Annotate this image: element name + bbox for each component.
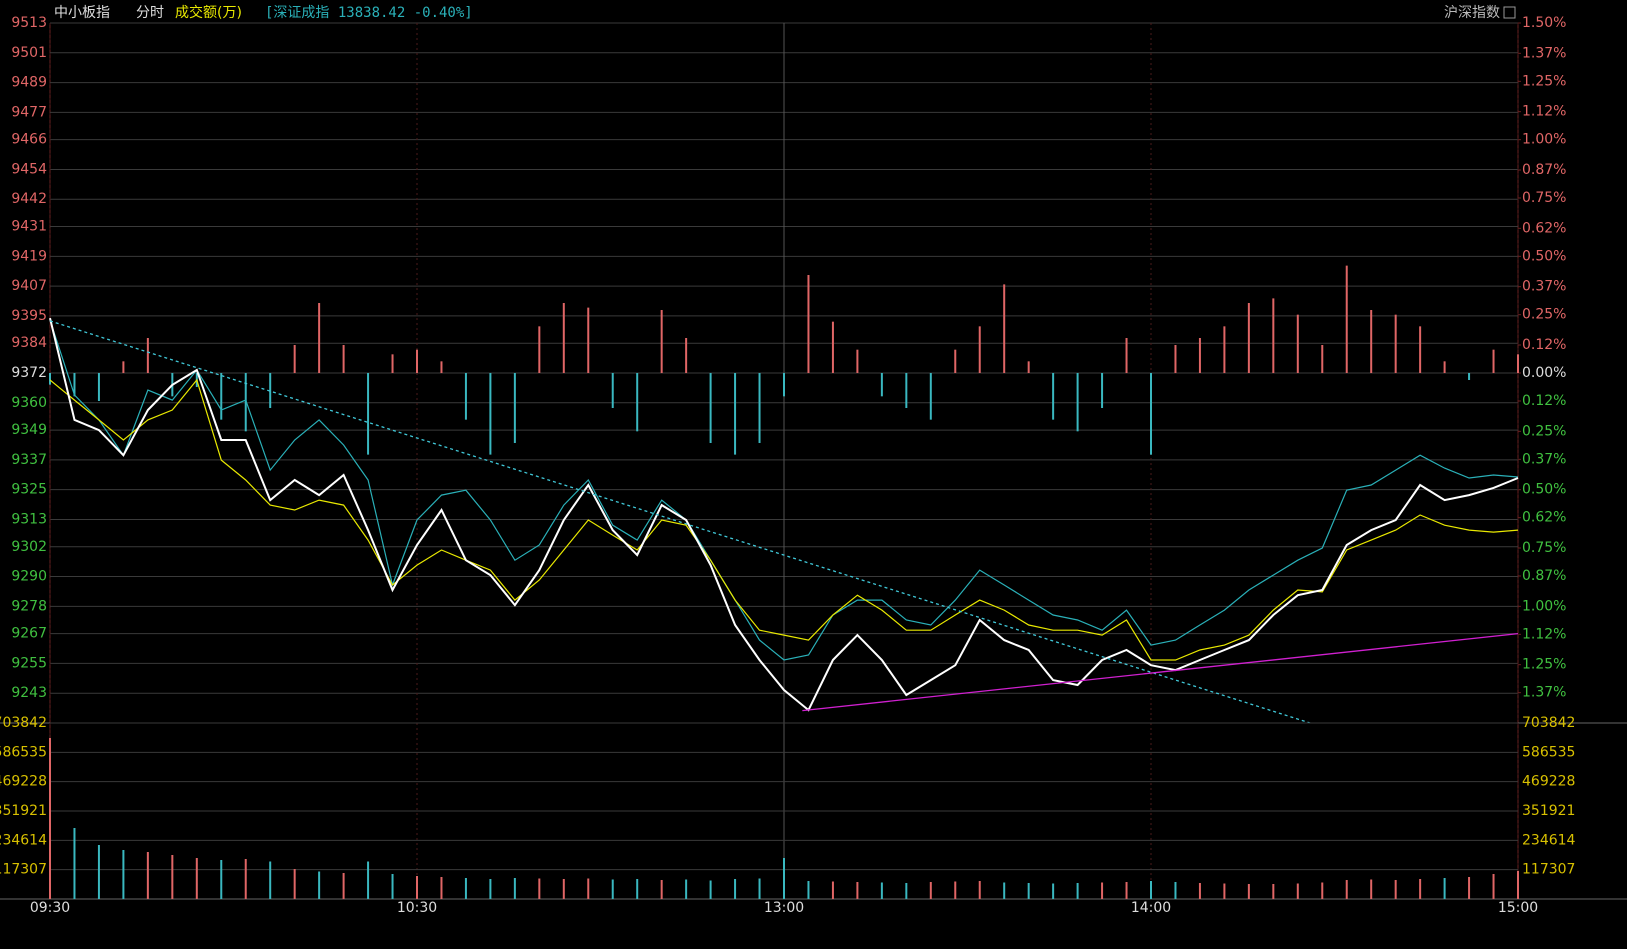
y2-tick-label: 0.87%	[1522, 162, 1566, 178]
y-tick-label: 9419	[11, 248, 47, 264]
volume-tick-label: 586535	[0, 744, 47, 760]
price-line	[49, 319, 1519, 661]
x-tick-label: 10:30	[397, 900, 437, 916]
y-tick-label: 9302	[11, 539, 47, 555]
y-tick-label: 9313	[11, 511, 47, 527]
y2-tick-label: 0.62%	[1522, 510, 1566, 526]
y2-tick-label: 1.12%	[1522, 104, 1566, 120]
index-name: 中小板指	[54, 5, 110, 21]
volume-tick-label: 117307	[0, 862, 47, 878]
x-tick-label: 15:00	[1498, 900, 1538, 916]
y-tick-label: 9360	[11, 395, 47, 411]
y-tick-label: 9337	[11, 452, 47, 468]
y2-tick-label: 0.37%	[1522, 279, 1566, 295]
y2-tick-label: 1.50%	[1522, 15, 1566, 31]
y2-tick-label: 0.37%	[1522, 451, 1566, 467]
volume-tick-label-right: 586535	[1522, 744, 1575, 760]
y-tick-label: 9454	[11, 161, 47, 177]
trend-line	[49, 320, 1311, 724]
toggle-box[interactable]	[1503, 6, 1516, 19]
y2-tick-label: 1.00%	[1522, 132, 1566, 148]
volume-tick-label-right: 351921	[1522, 803, 1575, 819]
x-tick-label: 14:00	[1131, 900, 1171, 916]
y-tick-label: 9384	[11, 335, 47, 351]
y-tick-label: 9431	[11, 219, 47, 235]
volume-tick-label: 703842	[0, 715, 47, 731]
y-tick-label: 9278	[11, 598, 47, 614]
volume-tick-label: 351921	[0, 803, 47, 819]
y-tick-label: 9290	[11, 569, 47, 585]
y-tick-label: 9349	[11, 422, 47, 438]
y-tick-label: 9489	[11, 75, 47, 91]
y-tick-label: 9255	[11, 655, 47, 671]
x-tick-label: 09:30	[30, 900, 70, 916]
y2-tick-label: 1.37%	[1522, 45, 1566, 61]
y2-tick-label: 0.75%	[1522, 190, 1566, 206]
volume-tick-label: 469228	[0, 774, 47, 790]
y2-tick-label: 0.75%	[1522, 540, 1566, 556]
y2-tick-label: 0.12%	[1522, 393, 1566, 409]
y-tick-label: 9407	[11, 278, 47, 294]
y-tick-label: 9325	[11, 482, 47, 498]
y2-tick-label: 1.00%	[1522, 598, 1566, 614]
volume-tick-label-right: 703842	[1522, 715, 1575, 731]
trend-line	[802, 632, 1519, 712]
y2-tick-label: 1.12%	[1522, 626, 1566, 642]
y2-tick-label: 0.50%	[1522, 248, 1566, 264]
y2-tick-label: 0.62%	[1522, 220, 1566, 236]
index-toggle[interactable]: 沪深指数	[1444, 5, 1500, 21]
x-tick-label: 13:00	[764, 900, 804, 916]
y-tick-label: 9395	[11, 308, 47, 324]
y2-tick-label: 0.25%	[1522, 307, 1566, 323]
y-tick-label: 9513	[11, 15, 47, 31]
volume-tick-label-right: 469228	[1522, 774, 1575, 790]
y-tick-label: 9477	[11, 104, 47, 120]
y2-tick-label: 0.50%	[1522, 482, 1566, 498]
y2-tick-label: 0.12%	[1522, 337, 1566, 353]
compare-index: [深证成指 13838.42 -0.40%]	[265, 5, 473, 21]
y-tick-label: 9372	[11, 365, 47, 381]
y2-tick-label: 1.25%	[1522, 657, 1566, 673]
y-tick-label: 9267	[11, 626, 47, 642]
y2-tick-label: 1.25%	[1522, 73, 1566, 89]
price-line	[49, 378, 1519, 661]
volume-tick-label: 234614	[0, 832, 47, 848]
y-tick-label: 9501	[11, 45, 47, 61]
view-mode[interactable]: 分时	[136, 5, 164, 21]
y-tick-label: 9243	[11, 685, 47, 701]
volume-label: 成交额(万)	[175, 4, 242, 21]
y-tick-label: 9466	[11, 132, 47, 148]
y2-tick-label: 1.37%	[1522, 685, 1566, 701]
y2-tick-label: 0.25%	[1522, 423, 1566, 439]
price-line	[49, 317, 1519, 712]
y-tick-label: 9442	[11, 191, 47, 207]
volume-tick-label-right: 117307	[1522, 862, 1575, 878]
y2-tick-label: 0.87%	[1522, 568, 1566, 584]
y2-tick-label: 0.00%	[1522, 365, 1566, 381]
volume-tick-label-right: 234614	[1522, 832, 1576, 848]
